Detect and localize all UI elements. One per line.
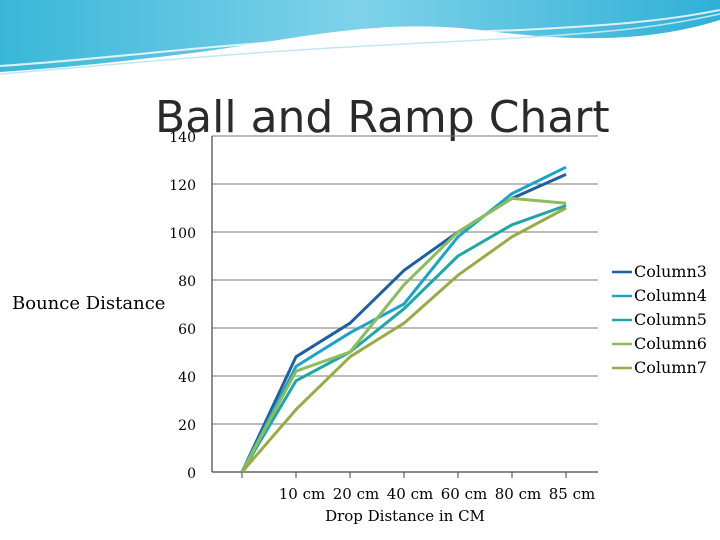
legend-label: Column7 [634,358,707,377]
legend-entry: Column6 [612,334,707,353]
series-lines [240,165,567,473]
y-tick-label: 20 [178,418,196,434]
legend-entry: Column5 [612,310,707,329]
y-tick-label: 40 [178,370,196,386]
y-tick-label: 60 [178,322,196,338]
chart-axes [211,136,598,478]
legend-entry: Column7 [612,358,707,377]
series-line-column5 [240,204,567,473]
x-axis-label: Drop Distance in CM [325,507,485,525]
y-tick-label: 140 [169,130,196,146]
x-tick-label: 80 cm [495,485,541,503]
legend-label: Column3 [634,262,707,281]
y-tick-label: 0 [187,466,196,482]
y-tick-label: 120 [169,178,196,194]
chart-plot: 0 20 40 60 80 100 120 140 10 cm 20 cm 40 cm 60 cm 8… [169,130,598,503]
x-tick-label: 10 cm [279,485,325,503]
legend-entry: Column4 [612,286,707,305]
series-line-column6 [240,196,567,473]
y-tick-labels: 0 20 40 60 80 100 120 140 [169,130,196,482]
header-wave-decoration [0,0,720,75]
series-line-column4 [240,165,567,473]
legend-label: Column5 [634,310,707,329]
legend-label: Column6 [634,334,707,353]
chart-gridlines [212,135,598,473]
x-tick-label: 20 cm [333,485,379,503]
y-tick-label: 80 [178,274,196,290]
slide-title: Ball and Ramp Chart [155,92,610,143]
x-tick-label: 85 cm [549,485,595,503]
series-line-column7 [240,206,567,473]
legend-label: Column4 [634,286,707,305]
y-tick-label: 100 [169,226,196,242]
x-tick-labels: 10 cm 20 cm 40 cm 60 cm 80 cm 85 cm [279,485,595,503]
legend-entry: Column3 [612,262,707,281]
y-axis-label: Bounce Distance [12,293,165,314]
x-tick-label: 40 cm [387,485,433,503]
chart-legend: Column3 Column4 Column5 Column6 Column7 [612,262,707,377]
x-tick-label: 60 cm [441,485,487,503]
